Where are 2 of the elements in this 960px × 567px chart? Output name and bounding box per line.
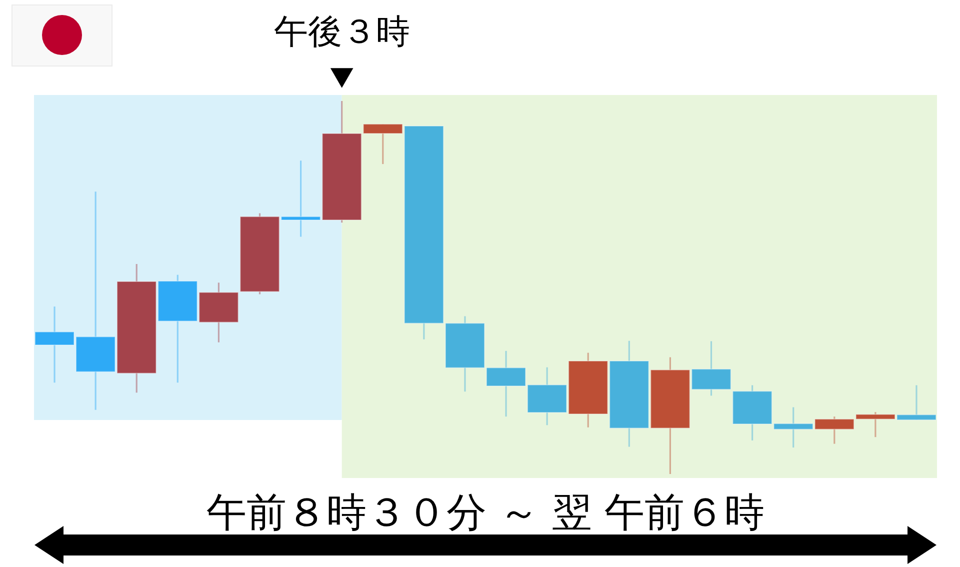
x-axis-title: 午前８時３０分 ～ 翌 午前６時 <box>206 490 765 536</box>
text: 午後３時 <box>274 12 410 52</box>
